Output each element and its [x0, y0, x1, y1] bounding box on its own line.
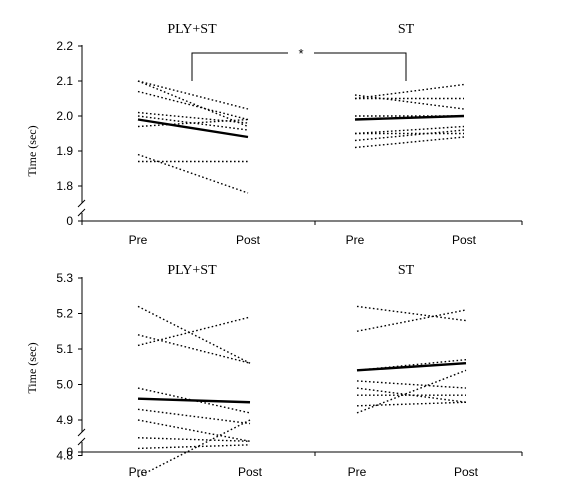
individual-line [356, 309, 467, 332]
individual-line [137, 80, 249, 128]
y-tick-label: 2.0 [56, 109, 73, 123]
significance-bracket [314, 52, 407, 81]
y-axis-label: Time (sec) [25, 125, 39, 176]
x-tick-label-pre: Pre [129, 233, 148, 247]
y-tick-label: 4.8 [56, 449, 73, 463]
individual-line [137, 115, 249, 131]
mean-line [137, 118, 249, 139]
individual-line [356, 369, 467, 414]
group-title: PLY+ST [167, 22, 217, 37]
y-tick-label: 5.1 [56, 342, 73, 356]
significance-marker: * [298, 46, 303, 61]
x-tick-label-post: Post [452, 233, 477, 247]
x-tick-label-pre: Pre [346, 233, 365, 247]
mean-line [137, 397, 251, 404]
y-zero-label: 0 [66, 445, 73, 459]
x-tick-label-pre: Pre [348, 465, 367, 479]
y-tick-label: 4.9 [56, 413, 73, 427]
y-tick-label: 1.8 [56, 179, 73, 193]
individual-line [137, 111, 249, 124]
individual-line [137, 419, 251, 442]
group-title: ST [398, 22, 415, 37]
panel-1: 1.8 1.9 2.0 2.1 2.2 0 Time (sec) Pre Post Pre Post… [25, 22, 523, 247]
y-zero-label: 0 [66, 214, 73, 228]
y-tick-label: 2.1 [56, 74, 73, 88]
individual-line [137, 305, 251, 364]
y-tick-label: 5.0 [56, 378, 73, 392]
panel-2: 4.8 4.9 5.0 5.1 5.2 5.3 0 Time (sec) Pre Post Pre P… [25, 263, 523, 479]
individual-line [356, 380, 467, 389]
y-tick-label: 1.9 [56, 144, 73, 158]
individual-line [137, 153, 249, 194]
y-axis-label: Time (sec) [25, 342, 39, 393]
mean-line [354, 114, 465, 121]
individual-line [356, 401, 467, 407]
individual-line [137, 80, 249, 110]
individual-line [137, 437, 251, 442]
individual-line [137, 444, 251, 450]
individual-line [137, 90, 249, 121]
group-title: ST [398, 263, 415, 278]
x-tick-label-post: Post [236, 233, 261, 247]
y-tick-label: 5.2 [56, 307, 73, 321]
axis-break-mark [77, 437, 86, 446]
group-title: PLY+ST [167, 263, 217, 278]
individual-line [137, 316, 251, 347]
x-tick-label-post: Post [238, 465, 263, 479]
axis-break-mark [77, 208, 86, 217]
x-tick-label-post: Post [454, 465, 479, 479]
mean-line [356, 362, 467, 372]
individual-line [137, 334, 251, 364]
axis-break-mark [77, 199, 86, 208]
y-tick-label: 5.3 [56, 271, 73, 285]
individual-line [137, 408, 251, 425]
individual-line [354, 83, 465, 100]
significance-bracket [191, 52, 288, 81]
individual-line [137, 419, 251, 478]
y-tick-label: 2.2 [56, 39, 73, 53]
x-tick-label-pre: Pre [129, 465, 148, 479]
individual-line [356, 305, 467, 322]
individual-line [354, 125, 465, 135]
axis-break-mark [77, 428, 86, 437]
